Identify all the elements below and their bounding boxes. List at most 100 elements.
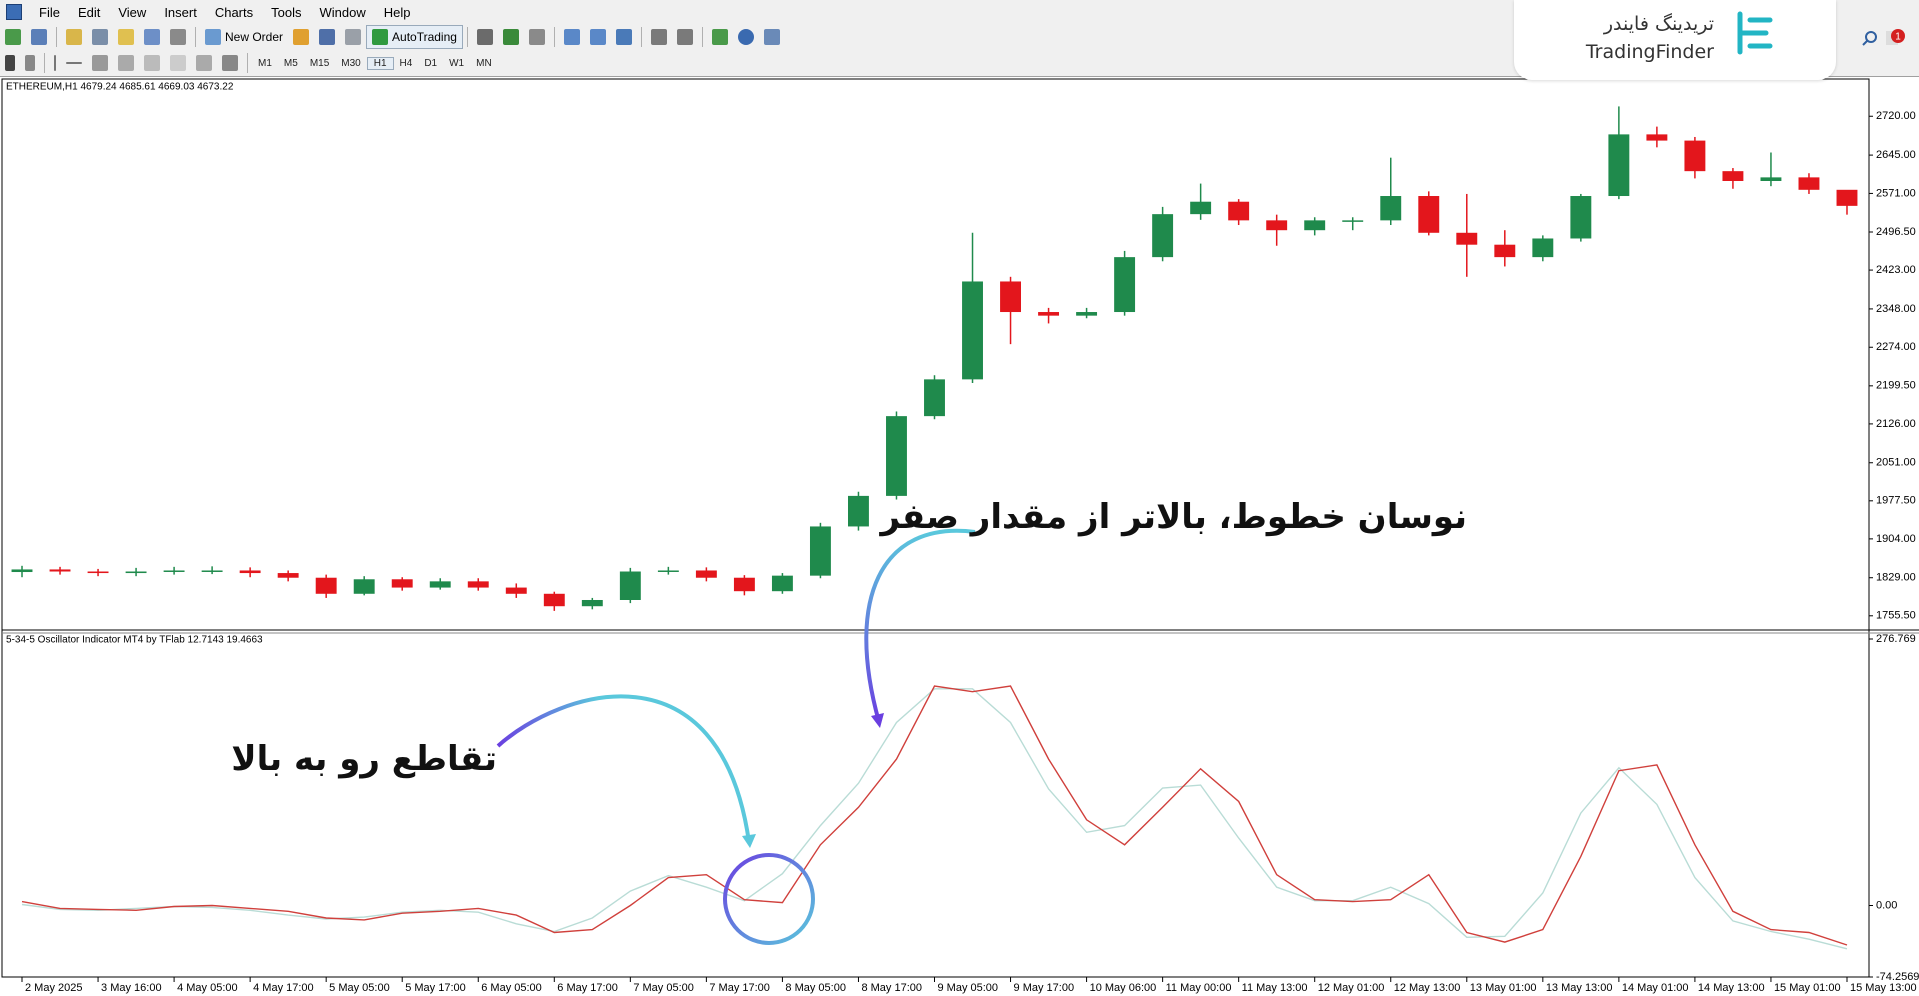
- y-tick-label: 1904.00: [1876, 533, 1916, 545]
- candle-body: [1266, 220, 1288, 231]
- candle-body: [657, 570, 679, 572]
- candle-body: [1722, 171, 1744, 181]
- toolbar-icon[interactable]: [563, 29, 580, 45]
- x-tick-label: 13 May 13:00: [1546, 982, 1613, 994]
- x-tick-label: 15 May 01:00: [1774, 982, 1841, 994]
- toolbar-icon[interactable]: [25, 55, 35, 71]
- toolbar-icon[interactable]: [118, 55, 134, 71]
- menu-item[interactable]: Edit: [77, 4, 101, 20]
- y-tick-label: 0.00: [1876, 899, 1897, 911]
- toolbar-icon[interactable]: [763, 29, 780, 45]
- new-order-button[interactable]: New Order: [200, 26, 288, 48]
- candle-body: [315, 577, 337, 594]
- separator: [195, 27, 196, 47]
- logo: تریدینگ فایندر TradingFinder: [1514, 0, 1836, 80]
- toolbar-icon[interactable]: [31, 29, 47, 45]
- toolbar-icon[interactable]: [319, 29, 336, 45]
- candle-body: [163, 570, 185, 572]
- x-tick-label: 14 May 13:00: [1698, 982, 1765, 994]
- x-tick-label: 12 May 01:00: [1318, 982, 1385, 994]
- y-tick-label: 1755.50: [1876, 610, 1916, 622]
- app-icon: [6, 4, 22, 20]
- y-tick-label: 2199.50: [1876, 380, 1916, 392]
- timeframe-button[interactable]: M30: [341, 57, 361, 69]
- candle-body: [1304, 220, 1326, 231]
- price-chart-header: ETHEREUM,H1 4679.24 4685.61 4669.03 4673…: [6, 82, 234, 93]
- toolbar-icon[interactable]: [615, 29, 632, 45]
- timeframe-button[interactable]: H1: [366, 56, 394, 70]
- badge-count: 1: [1895, 32, 1901, 43]
- toolbar-icon[interactable]: [737, 29, 754, 45]
- search-icon[interactable]: [1865, 31, 1877, 43]
- candle-body: [1608, 134, 1630, 197]
- menu-item[interactable]: View: [118, 4, 147, 20]
- toolbar-icon[interactable]: [650, 29, 667, 45]
- toolbar-icon[interactable]: [528, 29, 545, 45]
- candle-body: [1114, 257, 1136, 313]
- x-tick-label: 11 May 13:00: [1242, 982, 1308, 994]
- toolbar-icon[interactable]: [144, 29, 160, 45]
- menu-item[interactable]: Charts: [214, 4, 254, 20]
- menu-item[interactable]: Window: [319, 4, 366, 20]
- timeframe-button[interactable]: M5: [283, 57, 298, 69]
- timeframe-button[interactable]: H4: [399, 57, 413, 69]
- toolbar-icon[interactable]: [170, 55, 186, 71]
- y-tick-label: 2348.00: [1876, 303, 1916, 315]
- annotation-text: نوسان خطوط، بالاتر از مقدار صفر: [878, 497, 1467, 537]
- candle-body: [49, 569, 71, 572]
- annotation-arrow: [864, 528, 976, 723]
- separator: [44, 53, 45, 73]
- separator: [247, 53, 248, 73]
- toolbar-icon[interactable]: [66, 29, 82, 45]
- candle-body: [505, 587, 527, 594]
- toolbar-icon[interactable]: [293, 29, 310, 45]
- timeframe-button[interactable]: MN: [476, 57, 492, 69]
- separator: [56, 27, 57, 47]
- arrowhead: [871, 713, 884, 728]
- separator: [466, 27, 468, 47]
- timeframe-button[interactable]: W1: [449, 57, 465, 69]
- toolbar-icon[interactable]: [676, 29, 693, 45]
- x-tick-label: 5 May 05:00: [329, 982, 390, 994]
- y-tick-label: 2126.00: [1876, 418, 1916, 430]
- toolbar-icon[interactable]: [118, 29, 134, 45]
- candle-body: [962, 281, 983, 380]
- x-tick-label: 14 May 01:00: [1622, 982, 1689, 994]
- toolbar-icon[interactable]: [92, 55, 108, 71]
- x-tick-label: 4 May 17:00: [253, 982, 314, 994]
- candle-body: [1760, 177, 1782, 181]
- x-tick-label: 3 May 16:00: [101, 982, 162, 994]
- toolbar-icon[interactable]: [5, 29, 21, 45]
- timeframe-button[interactable]: D1: [424, 57, 438, 69]
- logo-latin: TradingFinder: [1585, 41, 1714, 63]
- toolbar-icon[interactable]: [345, 29, 362, 45]
- toolbar-icon[interactable]: [92, 29, 108, 45]
- indicator-line: [21, 688, 1848, 950]
- x-tick-label: 15 May 13:00: [1850, 982, 1917, 994]
- candle-body: [1152, 214, 1174, 258]
- x-tick-label: 13 May 01:00: [1470, 982, 1537, 994]
- toolbar-icon[interactable]: [66, 62, 82, 64]
- y-tick-label: 2496.50: [1876, 226, 1916, 238]
- menu-item[interactable]: Tools: [271, 4, 302, 20]
- toolbar-icon[interactable]: [589, 29, 606, 45]
- autotrading-button[interactable]: AutoTrading: [366, 25, 463, 49]
- toolbar-icon[interactable]: [5, 55, 15, 71]
- toolbar-icon[interactable]: [170, 29, 186, 45]
- toolbar-icon[interactable]: [476, 29, 493, 45]
- candle-body: [1000, 281, 1021, 313]
- menu-item[interactable]: Insert: [164, 4, 197, 20]
- toolbar-icon[interactable]: [54, 55, 56, 71]
- toolbar-icon[interactable]: [144, 55, 160, 71]
- window-controls: 1: [1850, 28, 1910, 55]
- menu-item[interactable]: File: [39, 4, 60, 20]
- menu-item[interactable]: Help: [383, 4, 411, 20]
- y-tick-label: 2720.00: [1876, 110, 1916, 122]
- toolbar-icon[interactable]: [196, 55, 212, 71]
- timeframe-button[interactable]: M1: [258, 57, 272, 69]
- toolbar-icon[interactable]: [711, 29, 728, 45]
- candle-body: [848, 495, 869, 527]
- toolbar-icon[interactable]: [502, 29, 519, 45]
- toolbar-icon[interactable]: [222, 55, 238, 71]
- timeframe-button[interactable]: M15: [309, 57, 330, 69]
